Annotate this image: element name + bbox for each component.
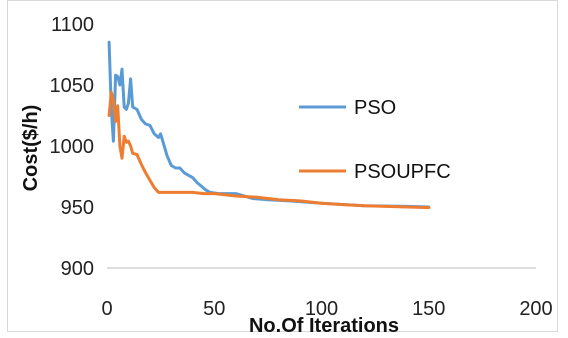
x-tick-label: 0 [101,298,112,320]
legend-label-pso: PSO [354,97,396,119]
y-tick-label: 900 [61,258,94,280]
legend: PSO PSOUPFC [299,97,451,183]
x-tick-labels: 0 50 100 150 200 [101,298,552,320]
series-lines [107,40,431,210]
x-tick-label: 100 [305,298,338,320]
y-tick-labels: 900 950 1000 1050 1100 [50,14,95,280]
x-tick-label: 50 [203,298,225,320]
y-axis-title: Cost($/h) [20,105,42,192]
x-tick-label: 200 [519,298,552,320]
x-axis-title: No.Of Iterations [249,315,399,337]
y-tick-label: 1100 [51,14,94,36]
chart-frame [7,0,558,332]
series-line-psoupfc [107,90,431,210]
x-tick-label: 150 [412,298,445,320]
y-tick-label: 1050 [50,75,95,97]
y-tick-label: 950 [61,197,94,219]
y-tick-label: 1000 [50,136,95,158]
legend-label-psoupfc: PSOUPFC [354,161,451,183]
